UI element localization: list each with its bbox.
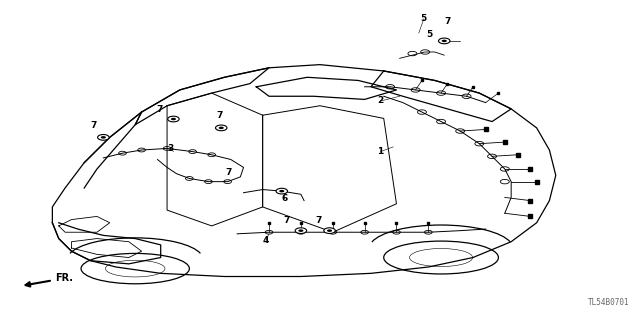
Circle shape: [219, 127, 224, 129]
Circle shape: [295, 228, 307, 234]
Text: 7: 7: [216, 111, 223, 120]
Text: 7: 7: [315, 216, 321, 225]
Text: 5: 5: [426, 30, 433, 39]
Circle shape: [276, 188, 287, 194]
Circle shape: [298, 229, 303, 232]
Circle shape: [100, 136, 106, 139]
Circle shape: [168, 116, 179, 122]
Circle shape: [98, 135, 109, 140]
Circle shape: [327, 229, 332, 232]
Text: TL54B0701: TL54B0701: [588, 298, 629, 307]
Text: 5: 5: [420, 14, 427, 23]
Text: 7: 7: [91, 121, 97, 130]
Circle shape: [171, 118, 176, 120]
Text: FR.: FR.: [26, 273, 74, 286]
Circle shape: [438, 38, 450, 44]
Text: 3: 3: [167, 144, 173, 153]
Circle shape: [279, 190, 284, 192]
Text: 7: 7: [283, 216, 289, 225]
Text: 2: 2: [378, 97, 383, 106]
Circle shape: [442, 40, 447, 42]
Circle shape: [216, 125, 227, 131]
Text: 7: 7: [156, 105, 163, 114]
Text: 1: 1: [378, 147, 383, 156]
Text: 6: 6: [281, 194, 287, 203]
Text: 7: 7: [444, 18, 451, 26]
Circle shape: [324, 228, 335, 234]
Text: 7: 7: [225, 168, 232, 177]
Text: 4: 4: [262, 236, 269, 245]
